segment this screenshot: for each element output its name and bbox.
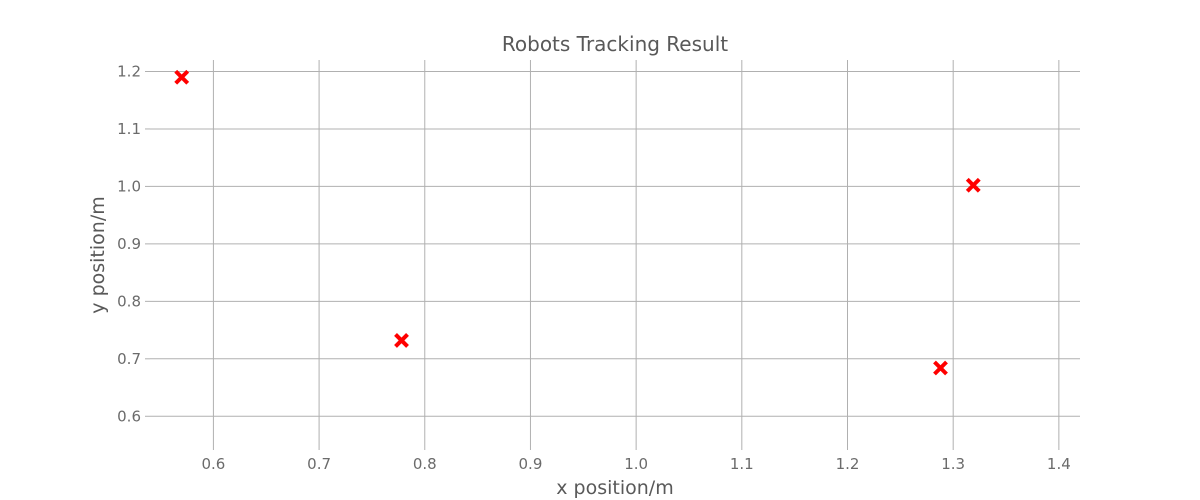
y-tick-label: 0.9 bbox=[117, 235, 141, 253]
y-tick-label: 1.1 bbox=[117, 120, 141, 138]
y-axis-label: y position/m bbox=[87, 196, 109, 313]
y-axis-ticks: 0.6 0.7 0.8 0.9 1.0 1.1 1.2 bbox=[117, 62, 150, 425]
y-tick-label: 0.7 bbox=[117, 350, 141, 368]
x-axis-ticks: 0.6 0.7 0.8 0.9 1.0 1.1 1.2 1.3 1.4 bbox=[201, 445, 1071, 473]
y-tick-label: 1.2 bbox=[117, 62, 141, 80]
x-tick-label: 0.8 bbox=[413, 455, 437, 473]
x-axis-label: x position/m bbox=[556, 477, 673, 499]
x-tick-label: 1.2 bbox=[836, 455, 860, 473]
x-tick-label: 1.0 bbox=[624, 455, 648, 473]
data-point bbox=[933, 360, 948, 376]
x-tick-label: 0.9 bbox=[519, 455, 543, 473]
y-tick-label: 0.8 bbox=[117, 292, 141, 310]
x-tick-label: 0.6 bbox=[201, 455, 225, 473]
y-tick-label: 0.6 bbox=[117, 407, 141, 425]
x-tick-label: 0.7 bbox=[307, 455, 331, 473]
x-tick-label: 1.3 bbox=[941, 455, 965, 473]
chart-title: Robots Tracking Result bbox=[502, 32, 728, 56]
data-point bbox=[174, 69, 190, 85]
x-tick-label: 1.1 bbox=[730, 455, 754, 473]
data-point bbox=[965, 177, 981, 193]
y-tick-label: 1.0 bbox=[117, 177, 141, 195]
grid bbox=[150, 60, 1080, 445]
x-tick-label: 1.4 bbox=[1047, 455, 1071, 473]
data-points bbox=[174, 69, 981, 376]
data-point bbox=[394, 333, 409, 348]
